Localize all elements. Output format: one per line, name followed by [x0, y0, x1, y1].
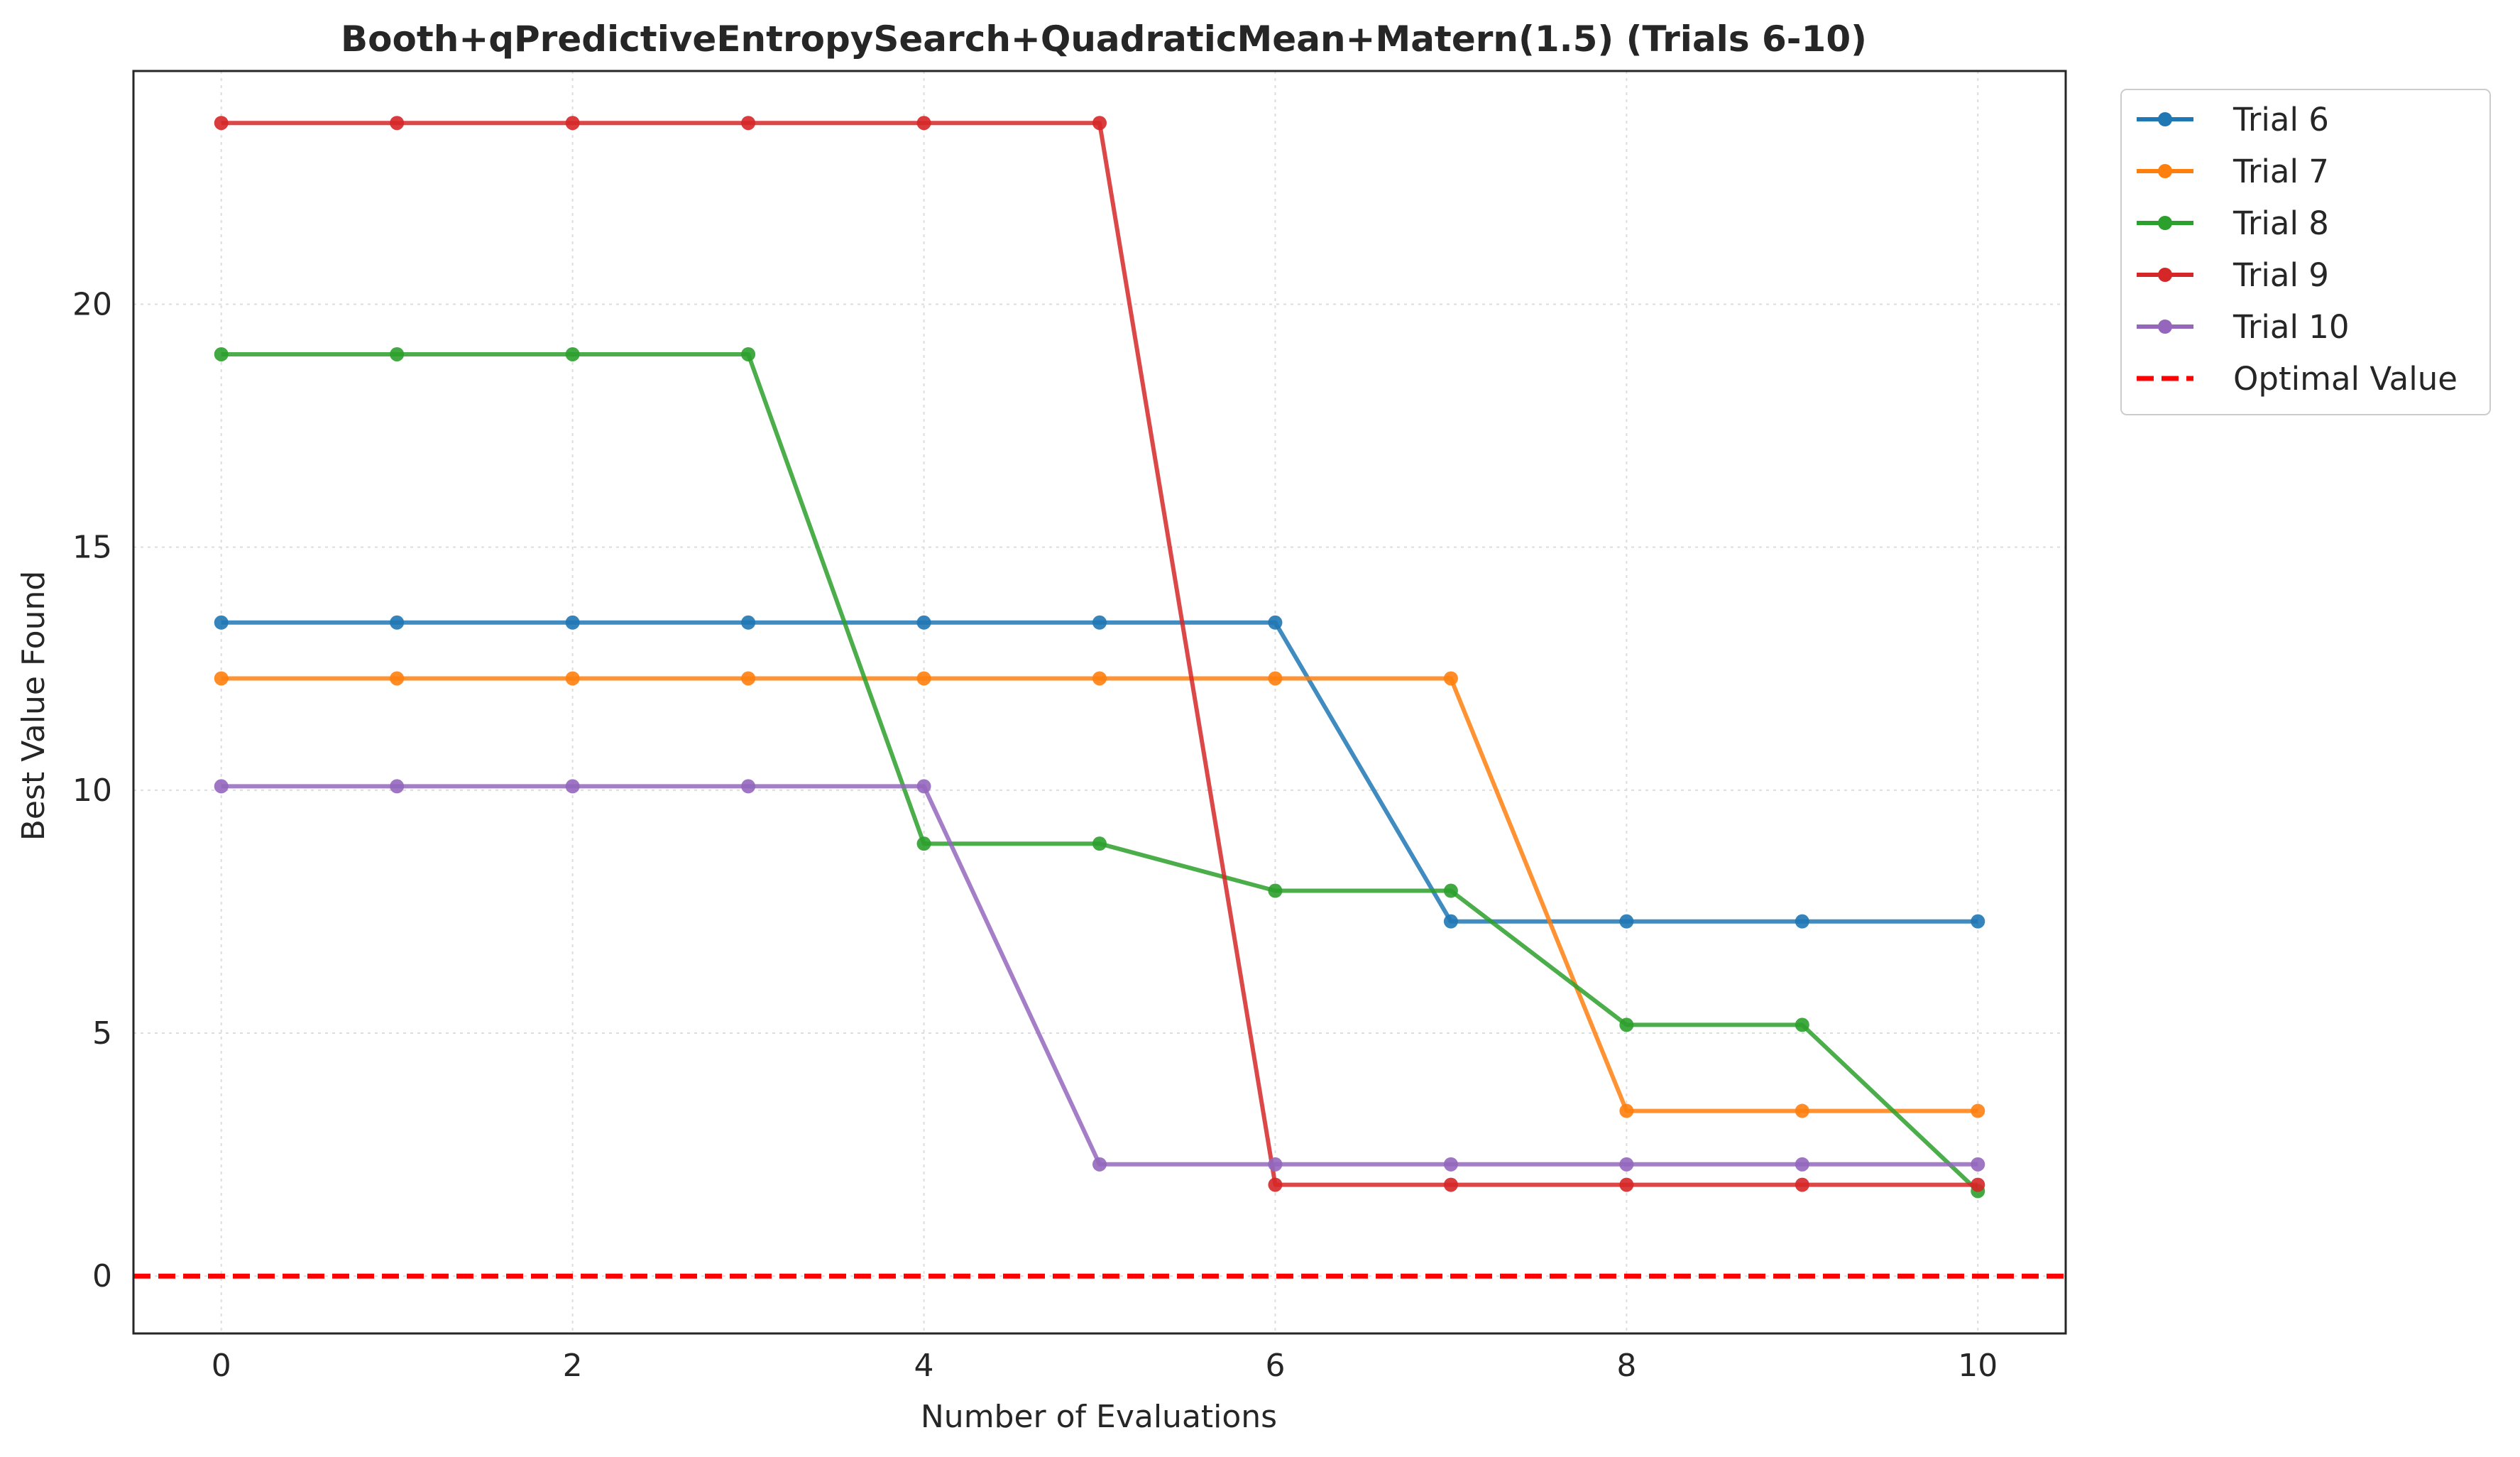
legend-label: Trial 6: [2233, 101, 2329, 138]
x-tick-label: 0: [212, 1348, 231, 1384]
x-axis-label: Number of Evaluations: [921, 1399, 1277, 1435]
data-point: [1971, 1177, 1985, 1192]
data-point: [1619, 1017, 1634, 1032]
data-point: [1795, 1017, 1809, 1032]
legend: Trial 6 Trial 7 Trial 8 Trial 9 Trial 10 Opti…: [2120, 89, 2491, 415]
y-tick-label: 10: [72, 773, 112, 809]
data-point: [741, 671, 756, 686]
y-tick-label: 0: [92, 1258, 112, 1294]
data-point: [1268, 1157, 1283, 1172]
data-point: [741, 779, 756, 794]
data-point: [390, 116, 405, 131]
series-trial-10: [214, 779, 1985, 1172]
y-tick-label: 15: [72, 530, 112, 566]
data-point: [565, 671, 580, 686]
data-point: [1971, 1157, 1985, 1172]
data-point: [1971, 914, 1985, 929]
legend-label: Trial 7: [2233, 153, 2329, 190]
data-point: [741, 615, 756, 630]
data-point: [1268, 671, 1283, 686]
data-point: [1619, 1103, 1634, 1118]
data-point: [214, 346, 229, 361]
series-trial-9: [214, 116, 1985, 1192]
x-tick-label: 4: [914, 1348, 934, 1384]
data-point: [1092, 116, 1107, 131]
data-point: [214, 779, 229, 794]
data-point: [565, 615, 580, 630]
data-point: [390, 671, 405, 686]
series-trial-6: [214, 615, 1985, 929]
y-tick-label: 5: [92, 1015, 112, 1052]
data-point: [214, 615, 229, 630]
legend-box: [2120, 89, 2491, 415]
data-point: [1268, 883, 1283, 898]
chart-title: Booth+qPredictiveEntropySearch+Quadratic…: [341, 18, 1867, 60]
x-tick-label: 6: [1265, 1348, 1285, 1384]
legend-label: Trial 10: [2233, 308, 2350, 346]
series-trial-8: [214, 346, 1985, 1199]
x-tick-label: 2: [563, 1348, 583, 1384]
data-point: [390, 779, 405, 794]
data-point: [1092, 671, 1107, 686]
data-point: [390, 346, 405, 361]
legend-label: Optimal Value: [2233, 360, 2458, 398]
data-point: [214, 671, 229, 686]
legend-marker: [2158, 320, 2172, 334]
data-point: [1268, 1177, 1283, 1192]
data-point: [1443, 1157, 1458, 1172]
series-trial-7: [214, 671, 1985, 1118]
data-point: [214, 116, 229, 131]
y-axis-label: Best Value Found: [16, 571, 52, 841]
legend-marker: [2158, 112, 2172, 126]
data-point: [1092, 1157, 1107, 1172]
data-point: [1795, 1157, 1809, 1172]
data-point: [565, 779, 580, 794]
data-point: [1971, 1103, 1985, 1118]
data-point: [741, 116, 756, 131]
data-point: [1619, 914, 1634, 929]
legend-label: Trial 9: [2233, 256, 2329, 294]
data-point: [1795, 914, 1809, 929]
data-point: [390, 615, 405, 630]
legend-label: Trial 8: [2233, 204, 2329, 242]
data-point: [1092, 836, 1107, 851]
grid: [133, 71, 2066, 1333]
data-point: [1443, 671, 1458, 686]
data-point: [565, 116, 580, 131]
data-point: [741, 346, 756, 361]
data-point: [1619, 1177, 1634, 1192]
data-point: [1092, 615, 1107, 630]
data-point: [1443, 883, 1458, 898]
data-point: [1619, 1157, 1634, 1172]
plot-frame: [132, 70, 2067, 1335]
x-tick-label: 8: [1616, 1348, 1636, 1384]
data-point: [1795, 1103, 1809, 1118]
ticks: 0 2 4 6 8 10 0 5 10 15 20: [72, 286, 1998, 1384]
data-point: [916, 671, 931, 686]
legend-marker: [2158, 268, 2172, 282]
data-point: [1795, 1177, 1809, 1192]
data-point: [916, 116, 931, 131]
y-tick-label: 20: [72, 286, 112, 322]
data-point: [565, 346, 580, 361]
x-tick-label: 10: [1958, 1348, 1998, 1384]
data-point: [1443, 1177, 1458, 1192]
data-point: [1268, 615, 1283, 630]
data-point: [916, 615, 931, 630]
data-point: [916, 836, 931, 851]
data-point: [916, 779, 931, 794]
series-layer: [214, 116, 1985, 1199]
data-point: [1443, 914, 1458, 929]
legend-marker: [2158, 164, 2172, 178]
legend-marker: [2158, 216, 2172, 230]
